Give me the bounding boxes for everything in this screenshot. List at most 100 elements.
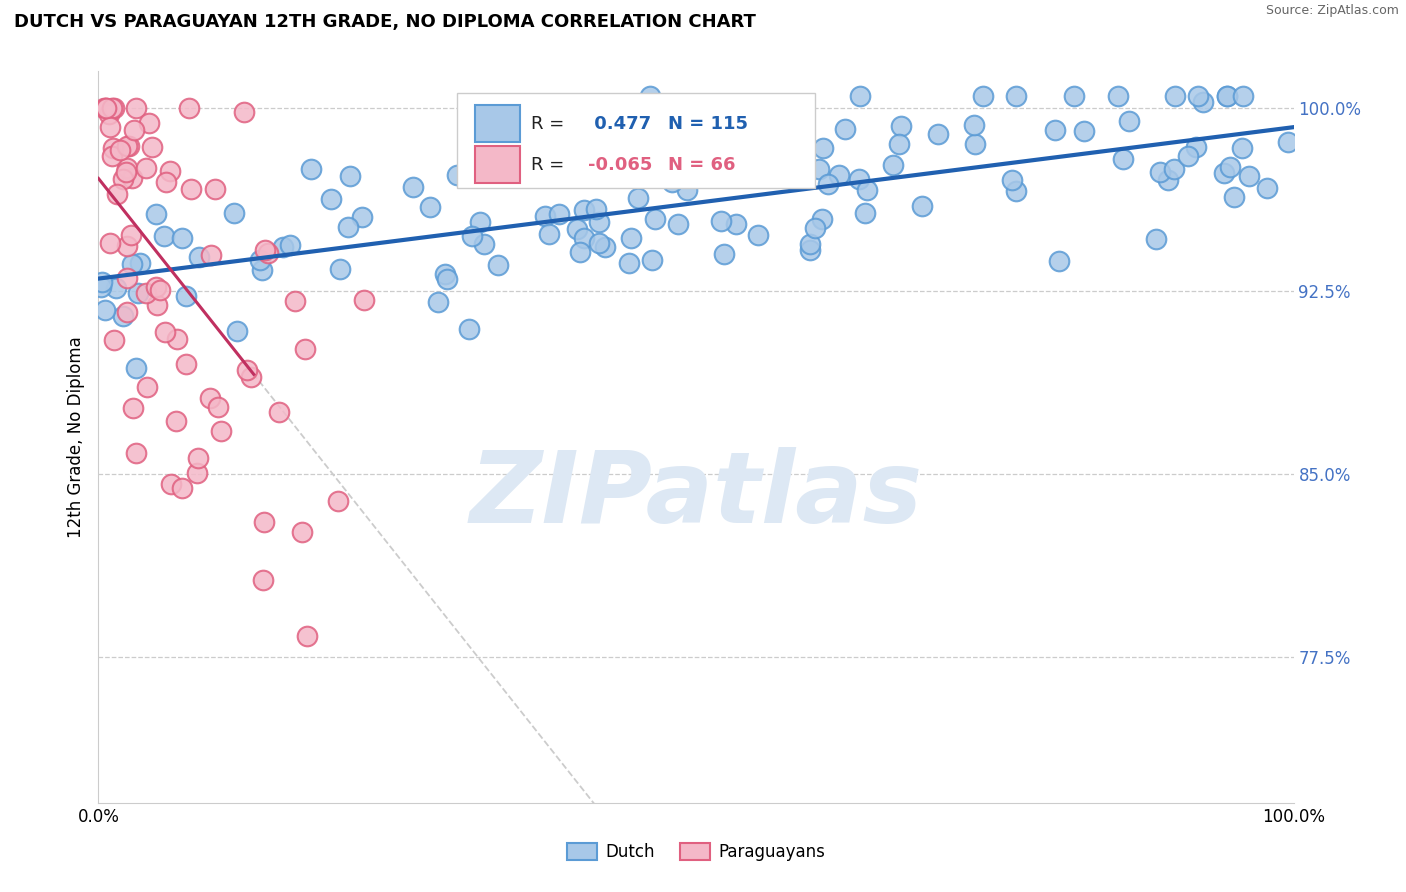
Point [115,161,138,175]
Point [617,256,640,270]
Point [1230,141,1253,155]
Point [105,186,128,201]
Point [817,177,839,191]
Point [280,238,302,252]
Point [135,285,157,300]
Point [117,239,139,253]
Point [319,192,342,206]
Point [149,283,172,297]
Point [585,202,607,216]
Point [472,237,495,252]
Point [165,413,187,427]
Point [141,140,163,154]
Point [226,325,249,339]
Point [111,172,134,186]
Point [117,138,139,153]
Point [166,332,188,346]
Point [593,240,616,254]
Point [91,275,114,289]
Point [808,161,831,176]
Point [1185,140,1208,154]
Point [567,222,589,236]
Point [122,123,145,137]
Point [1107,88,1129,103]
Legend: Dutch, Paraguayans: Dutch, Paraguayans [560,836,832,868]
Point [927,128,949,142]
Point [1277,135,1299,149]
Point [972,88,994,103]
Point [103,101,125,115]
Point [177,101,200,115]
Point [834,122,856,136]
Point [180,181,202,195]
Point [94,101,117,115]
Point [294,343,316,357]
FancyBboxPatch shape [475,146,520,183]
Text: R =: R = [531,155,569,174]
Point [187,450,209,465]
Point [1256,181,1278,195]
Point [799,236,821,251]
Point [1073,124,1095,138]
Point [207,400,229,414]
Point [352,211,374,225]
Point [252,573,274,587]
Point [799,243,821,257]
Point [103,333,125,347]
Point [419,200,441,214]
Point [486,258,509,272]
Point [326,494,349,508]
Point [887,136,910,151]
Point [329,261,352,276]
Point [135,161,157,175]
Point [710,214,733,228]
Text: N = 115: N = 115 [668,115,748,133]
Point [855,183,877,197]
Point [254,243,277,257]
Point [433,267,456,281]
Point [236,363,259,377]
Point [1216,88,1239,103]
Point [129,256,152,270]
Point [115,270,138,285]
Point [1216,88,1239,103]
Point [811,141,834,155]
Point [644,212,666,227]
Point [336,219,359,234]
Point [1163,162,1185,177]
Point [668,218,690,232]
Point [911,199,934,213]
Point [478,162,501,177]
Text: ZIPatlas: ZIPatlas [470,447,922,544]
Point [651,163,673,178]
Text: -0.065: -0.065 [589,155,652,174]
Point [849,88,872,103]
Point [146,298,169,312]
Point [159,163,181,178]
Point [127,286,149,301]
Text: 0.477: 0.477 [589,115,651,133]
Point [627,191,650,205]
Point [101,149,124,163]
Point [198,391,221,405]
Point [98,235,121,250]
Point [145,207,167,221]
Point [1157,173,1180,187]
Point [963,136,986,151]
Point [170,231,193,245]
Point [1045,123,1067,137]
Point [98,107,121,121]
Point [118,138,141,153]
Point [804,220,827,235]
Point [101,101,124,115]
FancyBboxPatch shape [475,105,520,142]
Point [828,168,851,182]
Point [725,217,748,231]
Point [295,628,318,642]
Point [963,119,986,133]
Point [271,239,294,253]
Point [239,369,262,384]
Point [1232,88,1254,103]
Point [253,515,276,529]
Point [811,212,834,227]
